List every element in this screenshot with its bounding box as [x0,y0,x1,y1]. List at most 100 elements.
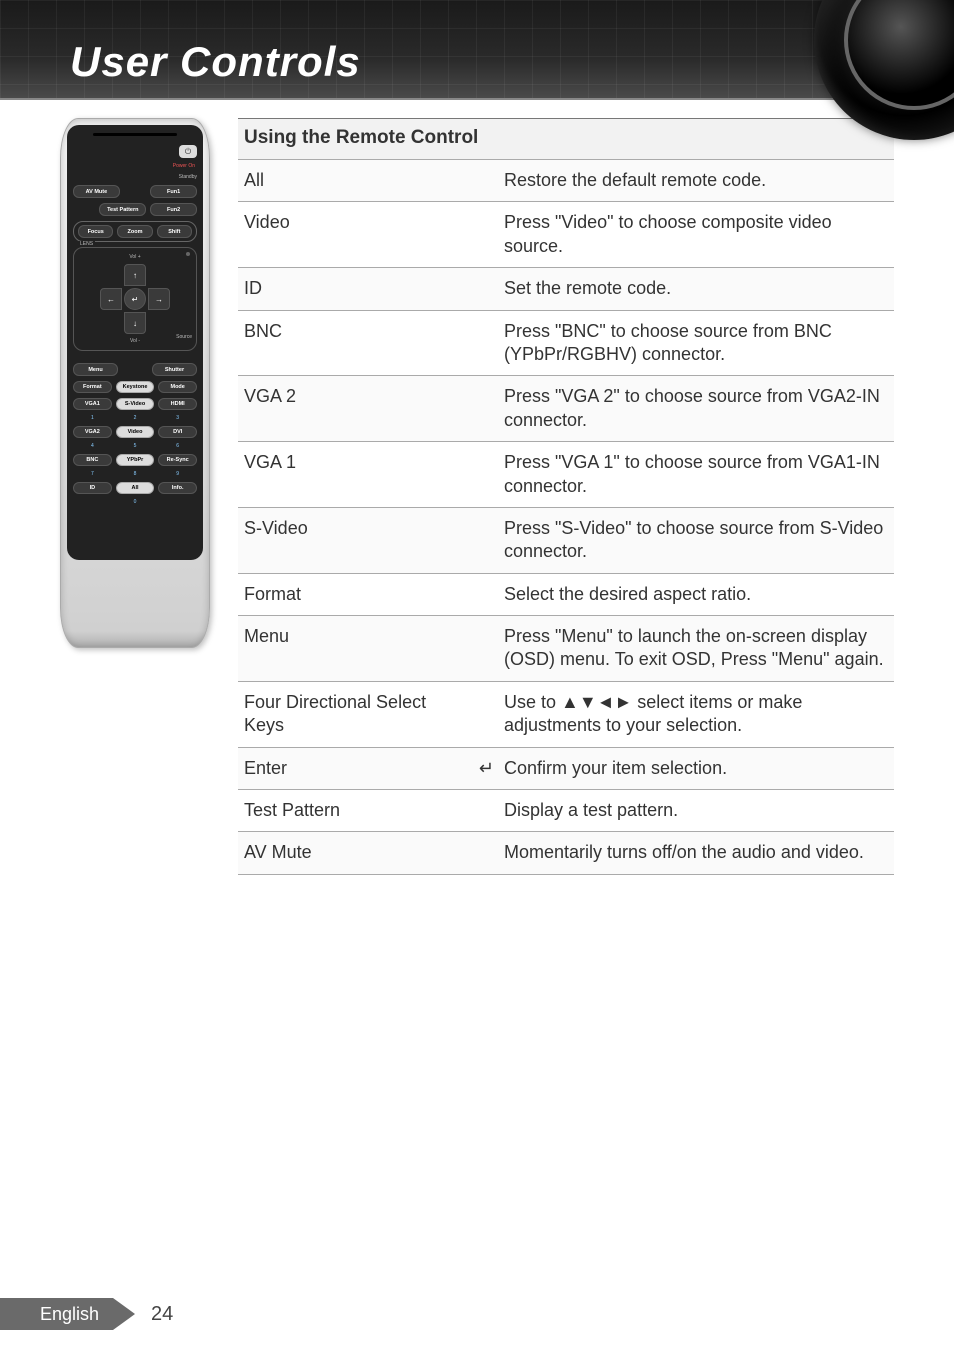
shutter-button: Shutter [152,363,197,376]
row-icon [468,376,498,442]
row-format: Format Keystone Mode [73,381,197,393]
table-row: Enter↵Confirm your item selection. [238,747,894,789]
table-row: Menu Press "Menu" to launch the on-screen… [238,616,894,682]
keystone-button: Keystone [116,381,155,393]
row-key: S-Video [238,507,468,573]
row-id: ID All Info. [73,482,197,494]
av-mute-button: AV Mute [73,185,120,198]
all-button: All [116,482,155,494]
info-button: Info. [158,482,197,494]
row-desc: Press "S-Video" to choose source from S-… [498,507,894,573]
row-key: Test Pattern [238,790,468,832]
num5: 5 [116,443,155,449]
num1: 1 [73,415,112,421]
page-title: User Controls [70,38,361,86]
row-desc: Press "Menu" to launch the on-screen dis… [498,616,894,682]
dpad-enter: ↵ [124,288,146,310]
menu-shutter-row: Menu Shutter [73,363,197,376]
row-desc: Set the remote code. [498,268,894,310]
row-desc: Press "Video" to choose composite video … [498,202,894,268]
table-row: All Restore the default remote code. [238,160,894,202]
focus-button: Focus [78,225,113,238]
table-row: VGA 2 Press "VGA 2" to choose source from… [238,376,894,442]
table-row: IDSet the remote code. [238,268,894,310]
test-pattern-button: Test Pattern [99,203,146,216]
row-desc: Momentarily turns off/on the audio and v… [498,832,894,874]
page-body: ⏻ Power On Standby AV Mute Fun1 Test Pat… [0,100,954,875]
page-header: User Controls [0,0,954,100]
num-789: 7 8 9 [73,471,197,477]
row-bnc: BNC YPbPr Re-Sync [73,454,197,466]
hdmi-button: HDMI [158,398,197,410]
dpad-right: → [148,288,170,310]
num-456: 4 5 6 [73,443,197,449]
fun2-button: Fun2 [150,203,197,216]
power-row: ⏻ [73,145,197,158]
dpad-down: ↓ [124,312,146,334]
avmute-fun1-row: AV Mute Fun1 [73,185,197,198]
row-desc: Press "VGA 1" to choose source from VGA1… [498,442,894,508]
standby-row: Standby [73,174,197,180]
vga2-button: VGA2 [73,426,112,438]
table-row: Test PatternDisplay a test pattern. [238,790,894,832]
row-icon [468,573,498,615]
table-heading: Using the Remote Control [238,119,894,160]
table-body: All Restore the default remote code. Vide… [238,160,894,875]
row-icon [468,160,498,202]
row-icon [468,507,498,573]
num0: 0 [116,499,155,505]
row-icon [468,681,498,747]
lens-cluster: Focus Zoom Shift LENS [73,221,197,242]
row-desc: Use to ▲▼◄► select items or make adjustm… [498,681,894,747]
fun1-button: Fun1 [150,185,197,198]
row-desc: Restore the default remote code. [498,160,894,202]
row-key: VGA 1 [238,442,468,508]
num7: 7 [73,471,112,477]
zoom-button: Zoom [117,225,152,238]
video-button: Video [116,426,155,438]
dpad-left: ← [100,288,122,310]
vga1-button: VGA1 [73,398,112,410]
controls-table-wrap: Using the Remote Control All Restore the … [238,118,894,875]
row-key: BNC [238,310,468,376]
num2: 2 [116,415,155,421]
footer-language: English [0,1298,113,1330]
row-desc: Select the desired aspect ratio. [498,573,894,615]
svideo-button: S-Video [116,398,155,410]
power-labels: Power On [73,163,197,169]
row-key: Format [238,573,468,615]
shift-button: Shift [157,225,192,238]
num4: 4 [73,443,112,449]
dpad-up: ↑ [124,264,146,286]
row-icon [468,790,498,832]
dvi-button: DVI [158,426,197,438]
row-key: All [238,160,468,202]
vol-minus-label: Vol - [130,338,140,344]
row-icon [468,202,498,268]
mode-button: Mode [158,381,197,393]
indicator-dot [186,252,190,256]
row-key: VGA 2 [238,376,468,442]
standby-label: Standby [179,174,197,180]
table-row: Format Select the desired aspect ratio. [238,573,894,615]
row-key: Menu [238,616,468,682]
table-row: VGA 1 Press "VGA 1" to choose source from… [238,442,894,508]
num-123: 1 2 3 [73,415,197,421]
table-row: Four Directional Select Keys Use to ▲▼◄► … [238,681,894,747]
menu-button: Menu [73,363,118,376]
row-desc: Press "VGA 2" to choose source from VGA2… [498,376,894,442]
remote-body: ⏻ Power On Standby AV Mute Fun1 Test Pat… [67,125,203,560]
row-key: AV Mute [238,832,468,874]
row-vga1: VGA1 S-Video HDMI [73,398,197,410]
table-row: VideoPress "Video" to choose composite v… [238,202,894,268]
power-icon: ⏻ [185,147,191,157]
row-icon [468,310,498,376]
ir-window [93,133,177,136]
power-button: ⏻ [179,145,197,158]
num-0: 0 [73,499,197,505]
power-on-label: Power On [173,163,195,169]
vol-plus-label: Vol + [129,254,140,260]
row-key: Four Directional Select Keys [238,681,468,747]
num8: 8 [116,471,155,477]
controls-table: Using the Remote Control All Restore the … [238,118,894,875]
